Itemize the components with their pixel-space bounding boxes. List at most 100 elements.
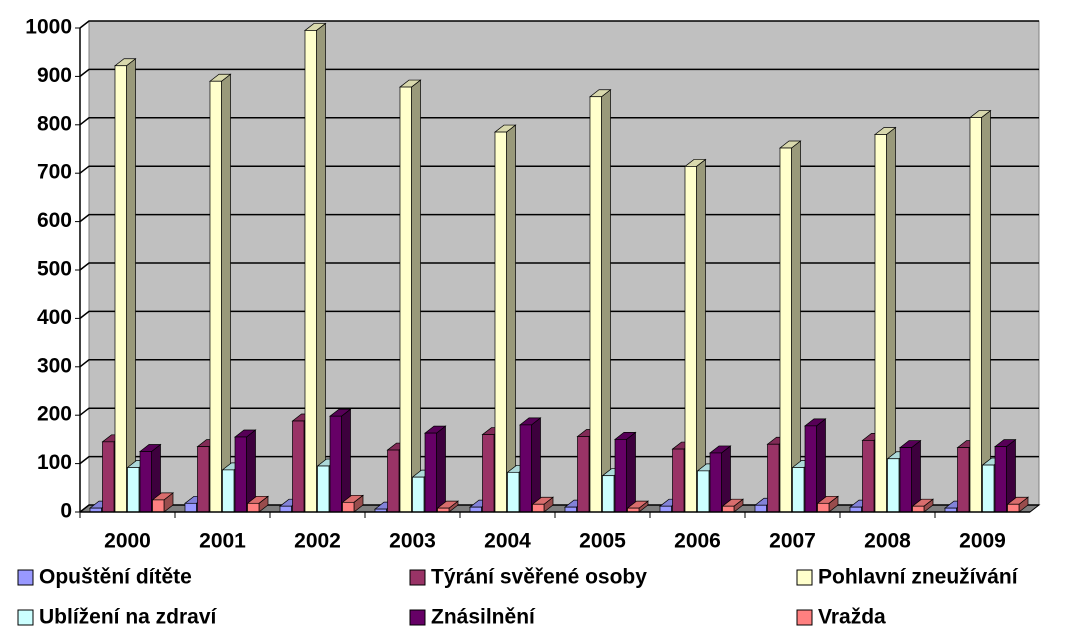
y-tick-label: 200 bbox=[37, 403, 72, 426]
bar bbox=[279, 505, 292, 513]
grid-line bbox=[79, 20, 1039, 29]
bar bbox=[507, 471, 520, 513]
y-tick-label: 800 bbox=[37, 112, 72, 135]
legend-label: Ublížení na zdraví bbox=[39, 606, 218, 629]
bar-side bbox=[126, 58, 136, 513]
bar bbox=[247, 502, 260, 513]
bar-side bbox=[436, 425, 446, 513]
x-tick-label: 2007 bbox=[769, 530, 816, 553]
bar bbox=[709, 452, 722, 513]
bar bbox=[899, 447, 912, 513]
bar bbox=[197, 446, 210, 513]
bar bbox=[139, 451, 152, 513]
bar bbox=[152, 499, 165, 513]
y-tick-label: 300 bbox=[37, 354, 72, 377]
grid-line bbox=[79, 68, 1039, 77]
legend-label: Pohlavní zneužívání bbox=[818, 566, 1019, 589]
y-tick-label: 100 bbox=[37, 451, 72, 474]
bar bbox=[672, 448, 685, 513]
x-tick-label: 2006 bbox=[674, 530, 721, 553]
x-tick-label: 2002 bbox=[294, 530, 341, 553]
bar bbox=[659, 505, 672, 513]
y-tick-label: 0 bbox=[60, 500, 72, 523]
x-tick-label: 2004 bbox=[484, 530, 531, 553]
legend-label: Vražda bbox=[818, 606, 886, 629]
bar bbox=[387, 449, 400, 513]
bar bbox=[589, 96, 602, 513]
bar-side bbox=[506, 124, 516, 513]
bar bbox=[862, 440, 875, 513]
y-tick-label: 900 bbox=[37, 64, 72, 87]
bar bbox=[994, 446, 1007, 513]
bar bbox=[234, 436, 247, 513]
bar-side bbox=[981, 109, 991, 513]
bar bbox=[317, 465, 330, 513]
legend-swatch bbox=[796, 569, 813, 586]
bar-side bbox=[316, 22, 326, 513]
bar bbox=[102, 441, 115, 513]
legend-swatch bbox=[409, 609, 426, 626]
x-tick-label: 2001 bbox=[199, 530, 246, 553]
bar bbox=[969, 117, 982, 513]
bar bbox=[577, 436, 590, 513]
legend-swatch bbox=[409, 569, 426, 586]
bar bbox=[532, 503, 545, 513]
bar bbox=[767, 443, 780, 513]
bar bbox=[424, 432, 437, 513]
bar bbox=[114, 65, 127, 513]
grid-line bbox=[79, 213, 1039, 223]
grid-line bbox=[79, 165, 1039, 174]
bar-side bbox=[601, 89, 611, 513]
legend-label: Týrání svěřené osoby bbox=[431, 566, 647, 589]
bar bbox=[887, 458, 900, 513]
bar bbox=[127, 467, 140, 513]
bar-side bbox=[221, 73, 231, 513]
bar bbox=[602, 475, 615, 513]
legend-label: Znásilnění bbox=[431, 606, 536, 629]
y-tick-label: 500 bbox=[37, 258, 72, 281]
bar bbox=[292, 420, 305, 513]
x-tick-label: 2003 bbox=[389, 530, 436, 553]
y-tick-label: 1000 bbox=[25, 16, 72, 39]
bar-side bbox=[791, 140, 801, 513]
bar bbox=[754, 504, 767, 513]
y-tick-label: 400 bbox=[37, 306, 72, 329]
bar bbox=[329, 415, 342, 513]
bar-side bbox=[341, 408, 351, 513]
bar bbox=[614, 439, 627, 513]
bar-side bbox=[531, 417, 541, 513]
bar bbox=[684, 166, 697, 513]
bar bbox=[722, 505, 735, 513]
bar bbox=[792, 467, 805, 513]
bar bbox=[184, 502, 197, 513]
bar bbox=[697, 470, 710, 513]
legend-swatch bbox=[17, 569, 34, 586]
grid-line bbox=[79, 117, 1039, 126]
bar bbox=[779, 147, 792, 513]
bar-side bbox=[696, 158, 706, 513]
x-tick-label: 2000 bbox=[104, 530, 151, 553]
x-tick-label: 2005 bbox=[579, 530, 626, 553]
bar bbox=[399, 86, 412, 513]
x-tick-label: 2009 bbox=[959, 530, 1006, 553]
grid-line bbox=[79, 359, 1039, 368]
x-tick-label: 2008 bbox=[864, 530, 911, 553]
bar bbox=[482, 434, 495, 513]
bar bbox=[874, 134, 887, 513]
grid-line bbox=[79, 310, 1039, 319]
legend-swatch bbox=[796, 609, 813, 626]
grid-line bbox=[79, 407, 1039, 416]
bar bbox=[982, 464, 995, 513]
bar-side bbox=[626, 431, 636, 513]
grid-line bbox=[79, 262, 1039, 271]
bar bbox=[412, 476, 425, 513]
bar bbox=[957, 447, 970, 513]
bar bbox=[519, 424, 532, 513]
bar bbox=[1007, 503, 1020, 513]
bar bbox=[304, 30, 317, 513]
bar bbox=[912, 505, 925, 513]
bar-side bbox=[411, 79, 421, 513]
bar bbox=[209, 80, 222, 513]
legend-swatch bbox=[17, 609, 34, 626]
